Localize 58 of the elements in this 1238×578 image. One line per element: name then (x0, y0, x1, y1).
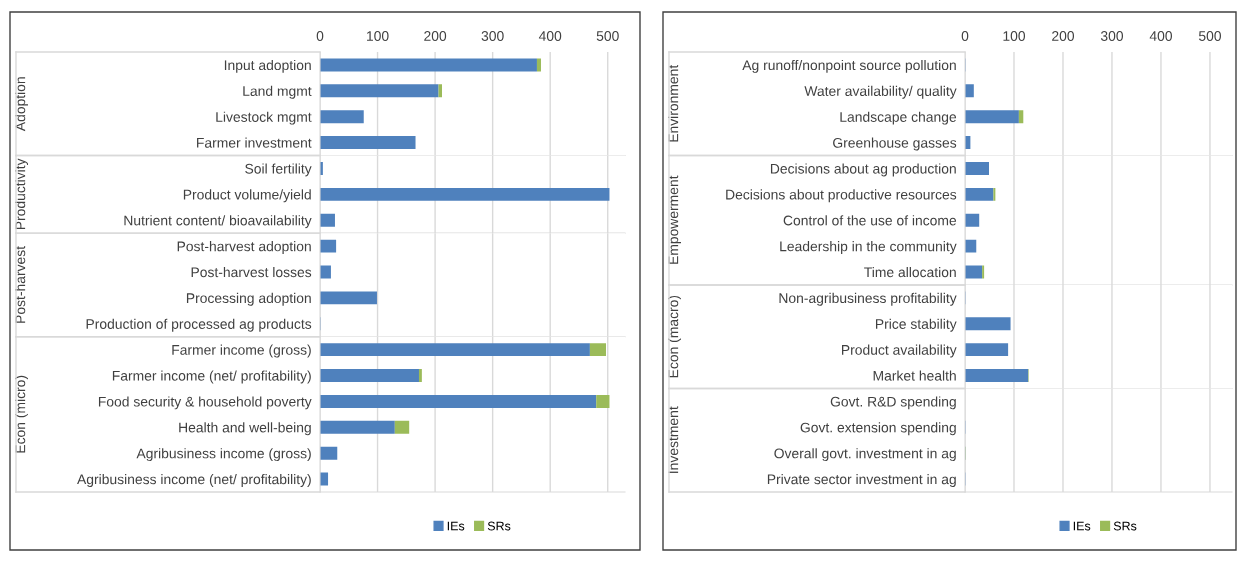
y-tick-label: Agribusiness income (gross) (136, 448, 311, 462)
y-tick-label: Agribusiness income (net/ profitability) (77, 474, 311, 487)
y-tick-label: Land mgmt (243, 85, 312, 99)
x-tick-label: 0 (961, 31, 969, 41)
y-tick-label: Decisions about ag production (770, 163, 956, 177)
y-axis-title: Econ (macro) (668, 295, 681, 378)
x-tick-label: 100 (367, 31, 389, 41)
x-tick-label: 300 (1100, 31, 1124, 41)
y-tick-label: Livestock mgmt (216, 111, 312, 125)
y-tick-label: Decisions about productive resources (726, 189, 957, 203)
y-tick-label: Post-harvest adoption (177, 241, 311, 255)
x-tick-label: 300 (481, 31, 504, 41)
y-tick-label: Private sector investment in ag (767, 474, 956, 487)
y-tick-label: Food security & household poverty (98, 396, 312, 410)
y-tick-label: Govt. R&D spending (830, 396, 956, 410)
y-tick-label: Leadership in the community (780, 241, 957, 255)
x-tick-label: 0 (316, 31, 324, 41)
y-tick-label: Control of the use of income (783, 215, 957, 226)
y-tick-label: Landscape change (840, 111, 957, 125)
legend-label: SRs (487, 521, 511, 531)
legend-label: SRs (1113, 521, 1137, 531)
y-tick-label: Market health (873, 370, 956, 381)
y-tick-label: Price stability (875, 318, 957, 332)
legend-label: IEs (447, 521, 465, 531)
x-tick-label: 500 (596, 31, 619, 41)
y-tick-label: Input adoption (224, 59, 311, 73)
y-tick-label: Time allocation (864, 266, 956, 278)
y-axis-title: Environment (668, 64, 679, 142)
y-tick-label: Product availability (842, 344, 957, 358)
y-axis-title: Empowerment (668, 175, 681, 264)
legend-label: IEs (1073, 521, 1091, 531)
y-tick-label: Farmer investment (197, 137, 312, 148)
y-tick-label: Post-harvest losses (191, 266, 312, 278)
y-tick-label: Non-agribusiness profitability (779, 292, 957, 306)
y-tick-label: Ag runoff/nonpoint source pollution (742, 59, 956, 73)
y-tick-label: Product volume/yield (183, 189, 311, 203)
y-axis-title: Econ (micro) (15, 375, 28, 453)
x-tick-label: 500 (1198, 31, 1221, 41)
y-axis-title: Post-harvest (15, 246, 26, 323)
x-tick-label: 400 (538, 31, 562, 41)
y-tick-label: Overall govt. investment in ag (774, 448, 956, 462)
y-axis-title: Investment (668, 406, 679, 473)
y-tick-label: Farmer income (gross) (172, 344, 311, 358)
y-tick-label: Production of processed ag products (86, 318, 312, 332)
x-tick-label: 100 (1003, 31, 1026, 41)
x-tick-label: 200 (424, 31, 447, 41)
y-axis-title: Adoption (15, 77, 28, 132)
y-tick-label: Nutrient content/ bioavailability (124, 215, 312, 229)
y-tick-label: Govt. extension spending (800, 422, 956, 436)
y-axis-title: Productivity (15, 158, 28, 230)
x-tick-label: 400 (1149, 31, 1173, 41)
y-tick-label: Health and well-being (179, 422, 311, 436)
y-tick-label: Soil fertility (245, 163, 312, 177)
y-tick-label: Processing adoption (186, 292, 311, 306)
x-tick-label: 200 (1052, 31, 1075, 41)
y-tick-label: Water availability/ quality (804, 85, 957, 99)
y-tick-label: Greenhouse gasses (833, 137, 957, 151)
y-tick-label: Farmer income (net/ profitability) (112, 370, 311, 384)
